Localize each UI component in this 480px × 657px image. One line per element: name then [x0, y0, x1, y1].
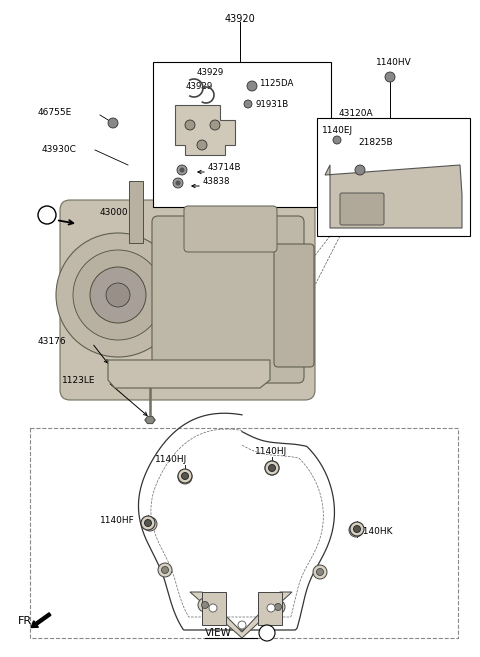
Circle shape	[265, 461, 279, 475]
FancyArrow shape	[31, 613, 51, 627]
Text: 21825B: 21825B	[358, 138, 393, 147]
Circle shape	[313, 565, 327, 579]
Text: 1140HK: 1140HK	[358, 527, 394, 536]
Circle shape	[73, 250, 163, 340]
Circle shape	[56, 233, 180, 357]
Text: 1140HJ: 1140HJ	[155, 455, 187, 464]
Circle shape	[244, 100, 252, 108]
Text: FR.: FR.	[18, 616, 36, 626]
FancyBboxPatch shape	[60, 200, 315, 400]
Circle shape	[176, 181, 180, 185]
FancyBboxPatch shape	[30, 428, 458, 638]
Text: VIEW: VIEW	[205, 628, 232, 638]
Circle shape	[181, 472, 189, 480]
Circle shape	[198, 598, 212, 612]
Text: 43930C: 43930C	[42, 145, 77, 154]
Text: 43838: 43838	[203, 177, 230, 186]
Circle shape	[355, 165, 365, 175]
Circle shape	[181, 474, 189, 480]
Circle shape	[333, 136, 341, 144]
Circle shape	[197, 140, 207, 150]
Text: 1140HV: 1140HV	[376, 58, 412, 67]
Circle shape	[158, 563, 172, 577]
Circle shape	[108, 118, 118, 128]
Circle shape	[202, 602, 208, 608]
Text: 1140EJ: 1140EJ	[322, 126, 353, 135]
Circle shape	[161, 566, 168, 574]
Polygon shape	[202, 592, 226, 625]
Text: 43714B: 43714B	[208, 163, 241, 172]
Circle shape	[210, 120, 220, 130]
Circle shape	[268, 464, 276, 472]
Circle shape	[178, 469, 192, 483]
Circle shape	[106, 283, 130, 307]
FancyBboxPatch shape	[184, 206, 277, 252]
Polygon shape	[325, 165, 462, 228]
Circle shape	[209, 604, 217, 612]
Circle shape	[265, 461, 279, 475]
Polygon shape	[145, 417, 155, 424]
Text: 43929: 43929	[197, 68, 224, 77]
Circle shape	[178, 470, 192, 484]
FancyBboxPatch shape	[153, 62, 331, 207]
Text: 43929: 43929	[186, 82, 213, 91]
Text: 43176: 43176	[38, 337, 67, 346]
Circle shape	[177, 165, 187, 175]
Circle shape	[38, 206, 56, 224]
Circle shape	[185, 120, 195, 130]
Circle shape	[349, 523, 363, 537]
Polygon shape	[175, 105, 235, 155]
Circle shape	[353, 526, 360, 533]
Text: 43000: 43000	[100, 208, 129, 217]
Circle shape	[352, 526, 360, 533]
FancyBboxPatch shape	[317, 118, 470, 236]
Circle shape	[173, 178, 183, 188]
Circle shape	[247, 81, 257, 91]
Circle shape	[259, 625, 275, 641]
Text: 1140HJ: 1140HJ	[255, 447, 287, 456]
FancyBboxPatch shape	[340, 193, 384, 225]
FancyBboxPatch shape	[152, 216, 304, 383]
Circle shape	[271, 600, 285, 614]
Circle shape	[275, 604, 281, 610]
Circle shape	[350, 522, 364, 536]
Circle shape	[146, 520, 154, 528]
Circle shape	[141, 516, 155, 530]
Circle shape	[90, 267, 146, 323]
Text: 43120A: 43120A	[339, 109, 373, 118]
Text: 43920: 43920	[225, 14, 255, 24]
Text: A: A	[43, 210, 51, 220]
Circle shape	[316, 568, 324, 576]
Text: 1123LE: 1123LE	[62, 376, 96, 385]
FancyBboxPatch shape	[274, 244, 314, 367]
Text: A: A	[263, 628, 271, 638]
Circle shape	[268, 464, 276, 472]
Text: 46755E: 46755E	[38, 108, 72, 117]
FancyBboxPatch shape	[129, 181, 143, 243]
Polygon shape	[190, 592, 292, 638]
Circle shape	[267, 604, 275, 612]
Circle shape	[385, 72, 395, 82]
Text: 1140HF: 1140HF	[100, 516, 135, 525]
Polygon shape	[258, 592, 282, 625]
Circle shape	[238, 621, 246, 629]
Polygon shape	[108, 360, 270, 388]
Circle shape	[143, 517, 157, 531]
Circle shape	[180, 168, 184, 173]
Text: 1125DA: 1125DA	[259, 79, 293, 88]
Circle shape	[144, 520, 152, 526]
Text: 91931B: 91931B	[255, 100, 288, 109]
